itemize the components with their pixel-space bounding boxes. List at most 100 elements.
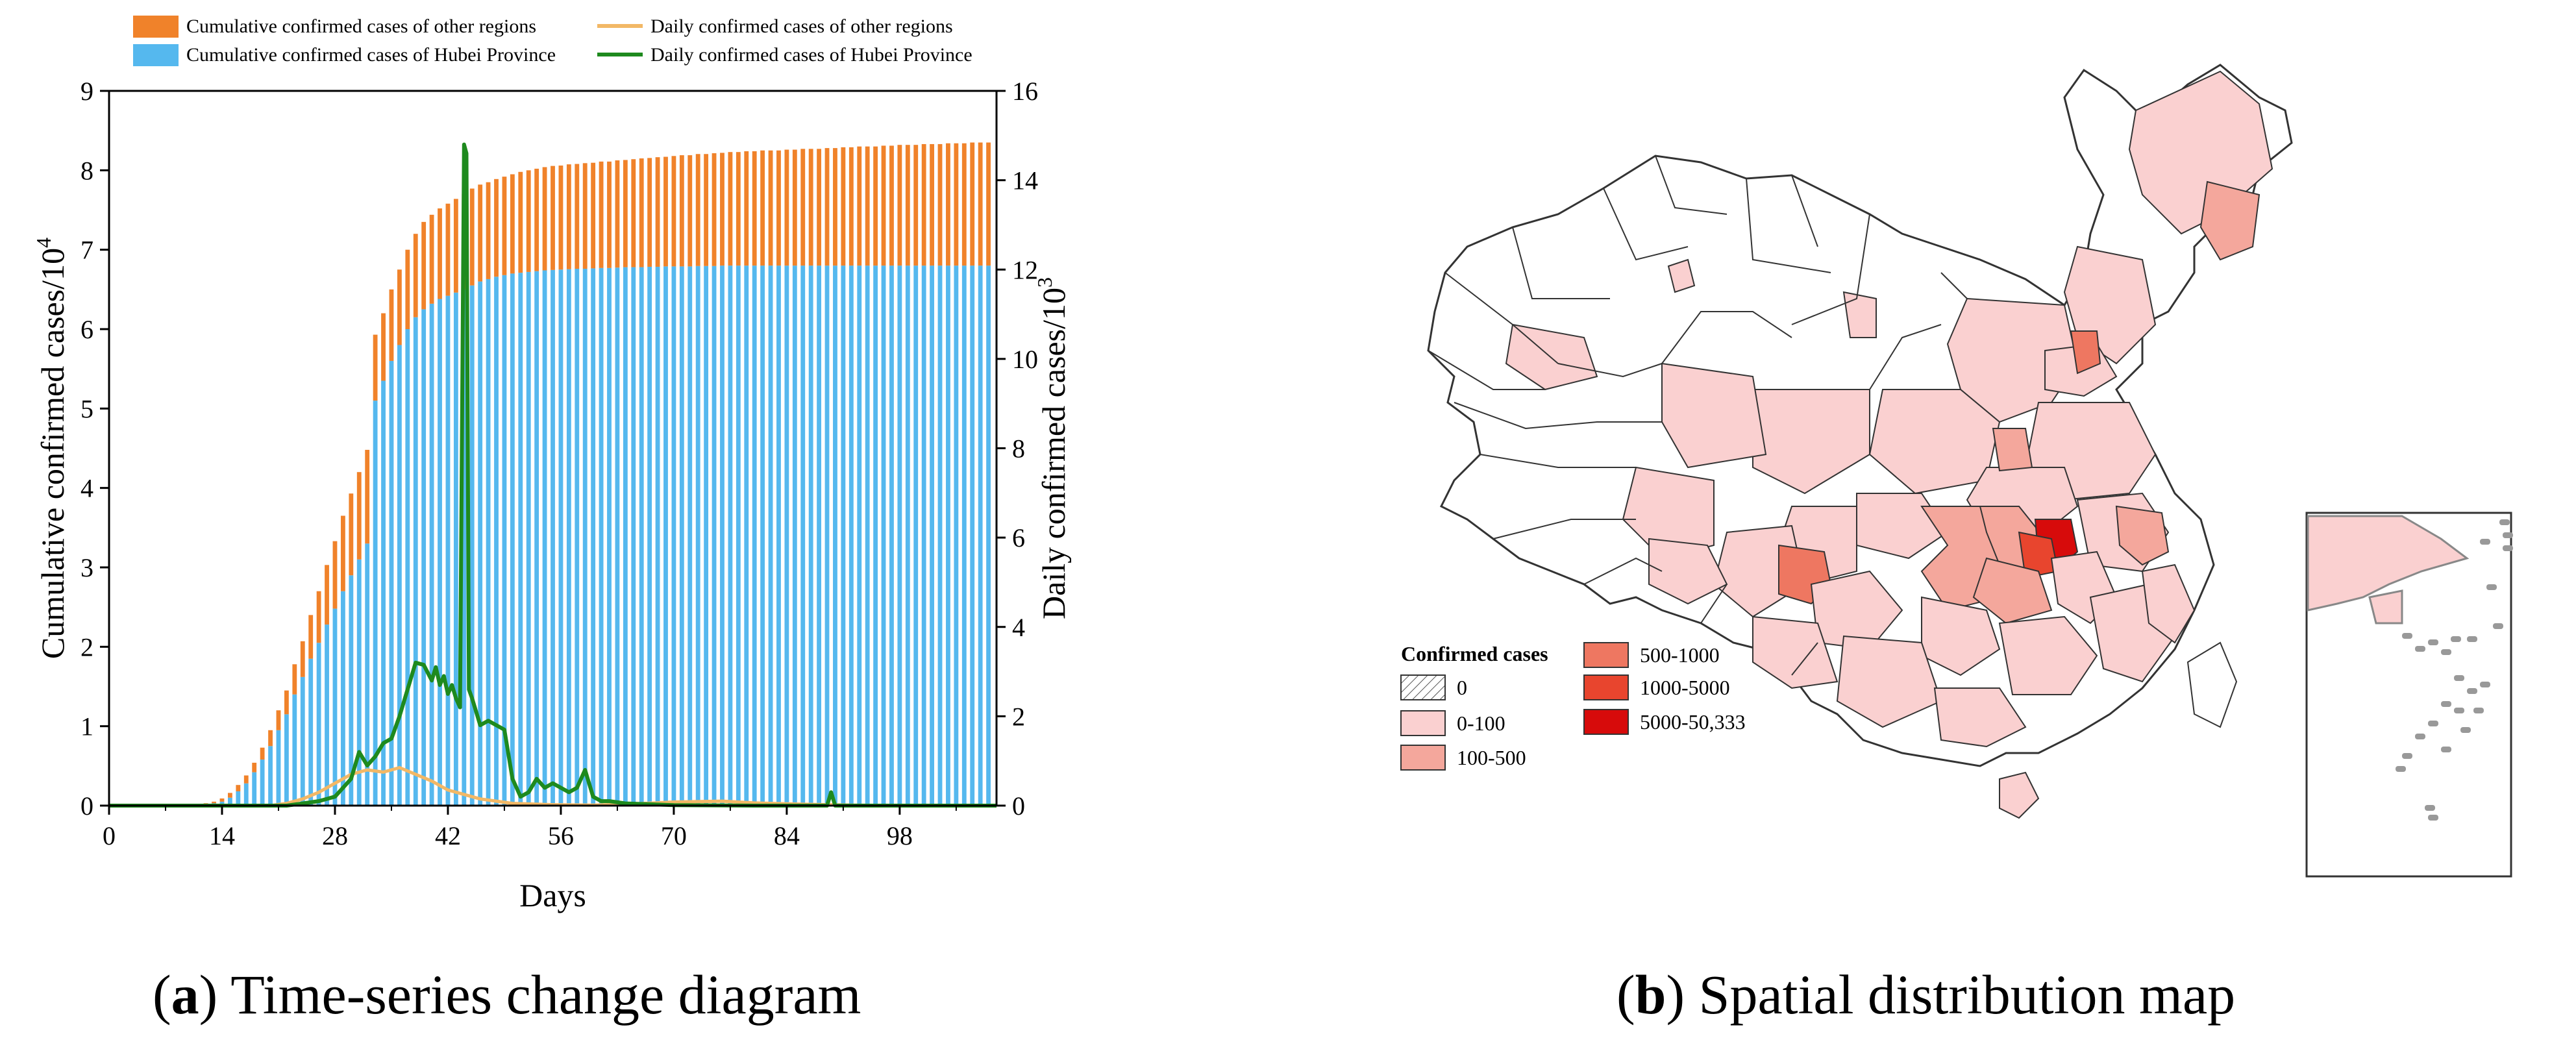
y-right-tick-label: 4 (1012, 613, 1025, 642)
bar-hubei (252, 772, 257, 806)
bar-other (518, 171, 523, 273)
bar-hubei (340, 591, 345, 806)
bar-hubei (534, 271, 539, 806)
bar-hubei (219, 801, 225, 806)
inset-island (2486, 584, 2497, 590)
province-border (1480, 454, 1636, 468)
bar-hubei (429, 303, 434, 806)
y-right-axis-label: Daily confirmed cases/103 (1033, 277, 1071, 619)
bar-hubei (349, 575, 354, 806)
map-legend-label: 1000-5000 (1640, 676, 1730, 699)
bar-other (349, 493, 354, 576)
inset-hainan (2368, 589, 2403, 624)
x-tick-label: 70 (661, 821, 687, 850)
map-region (1972, 557, 2053, 624)
bar-hubei (332, 608, 338, 806)
bar-hubei (551, 269, 555, 806)
bar-hubei (930, 266, 934, 806)
bar-other (760, 150, 765, 266)
map-legend-swatch (1400, 710, 1446, 736)
map-region (1946, 297, 2079, 423)
bar-hubei (937, 266, 943, 806)
inset-island (2415, 646, 2425, 652)
bar-hubei (752, 266, 757, 806)
inset-island (2415, 734, 2425, 739)
caption-b-letter: b (1635, 963, 1666, 1026)
bar-other (413, 234, 418, 317)
bar-hubei (728, 266, 733, 806)
bar-hubei (292, 694, 297, 806)
bar-hubei (679, 266, 684, 806)
bar-other (203, 803, 208, 804)
bar-other (381, 313, 386, 381)
bar-hubei (599, 267, 604, 806)
x-tick-label: 56 (548, 821, 574, 850)
bar-other (445, 203, 451, 296)
legend-label: Cumulative confirmed cases of other regi… (186, 16, 536, 37)
bar-other (647, 158, 652, 267)
inset-island (2480, 539, 2490, 545)
caption-b-text: Spatial distribution map (1685, 963, 2236, 1026)
bar-hubei (881, 266, 886, 806)
bar-hubei (462, 289, 467, 806)
bar-other (671, 156, 676, 267)
caption-b: (b) Spatial distribution map (1616, 963, 2236, 1026)
caption-a-letter: a (171, 963, 199, 1026)
map-region (1933, 687, 2027, 748)
bar-hubei (486, 278, 491, 806)
bar-other (720, 153, 724, 266)
y-right-tick-label: 0 (1012, 791, 1025, 821)
y-left-axis-label: Cumulative confirmed cases/104 (32, 238, 71, 659)
spatial-distribution-map: Confirmed cases 0 0-100 100-500 500-1000 1000… (1400, 64, 2513, 878)
inset-island (2425, 805, 2435, 811)
bar-hubei (824, 266, 830, 806)
bar-hubei (841, 266, 846, 806)
bar-hubei (623, 267, 628, 806)
bar-hubei (502, 275, 507, 806)
province-border (1428, 350, 1545, 390)
province-border (1655, 155, 1728, 215)
bar-hubei (566, 269, 571, 806)
bar-other (937, 143, 943, 266)
bar-hubei (445, 295, 451, 806)
x-axis-label: Days (519, 877, 586, 913)
legend-label: Cumulative confirmed cases of Hubei Prov… (186, 44, 556, 66)
bar-hubei (639, 267, 644, 806)
bar-hubei (397, 345, 402, 806)
bar-other (599, 161, 604, 268)
y-right-tick-label: 16 (1012, 77, 1038, 106)
bar-other (921, 143, 926, 266)
x-tick-label: 28 (322, 821, 348, 850)
inset-island (2402, 753, 2412, 759)
y-right-tick-label: 12 (1012, 255, 1038, 284)
bar-hubei (784, 266, 789, 806)
y-left-tick-label: 9 (80, 77, 93, 106)
bar-other (373, 334, 378, 401)
bar-other (566, 164, 571, 269)
map-legend-label: 5000-50,333 (1640, 710, 1746, 734)
bar-other (873, 146, 878, 266)
bar-other (712, 153, 717, 266)
bar-other (356, 472, 362, 560)
bar-hubei (760, 266, 765, 806)
bar-other (494, 179, 499, 277)
legend-label: Daily confirmed cases of other regions (650, 16, 953, 37)
bar-hubei (227, 797, 232, 806)
x-tick-label: 14 (209, 821, 235, 850)
y-left-tick-label: 3 (80, 553, 93, 582)
bar-hubei (817, 266, 822, 806)
x-tick-label: 42 (435, 821, 461, 850)
province-border (1869, 324, 1942, 390)
bar-hubei (663, 266, 668, 806)
bar-hubei (768, 266, 773, 806)
bar-other (534, 168, 539, 271)
inset-island (2441, 747, 2451, 752)
inset-island (2503, 545, 2513, 551)
bar-other (607, 161, 612, 268)
bar-hubei (284, 714, 289, 806)
map-legend-label: 0-100 (1457, 711, 1505, 735)
bar-hubei (671, 266, 676, 806)
bar-hubei (243, 783, 249, 806)
x-tick-label: 98 (887, 821, 913, 850)
bar-hubei (413, 317, 418, 806)
